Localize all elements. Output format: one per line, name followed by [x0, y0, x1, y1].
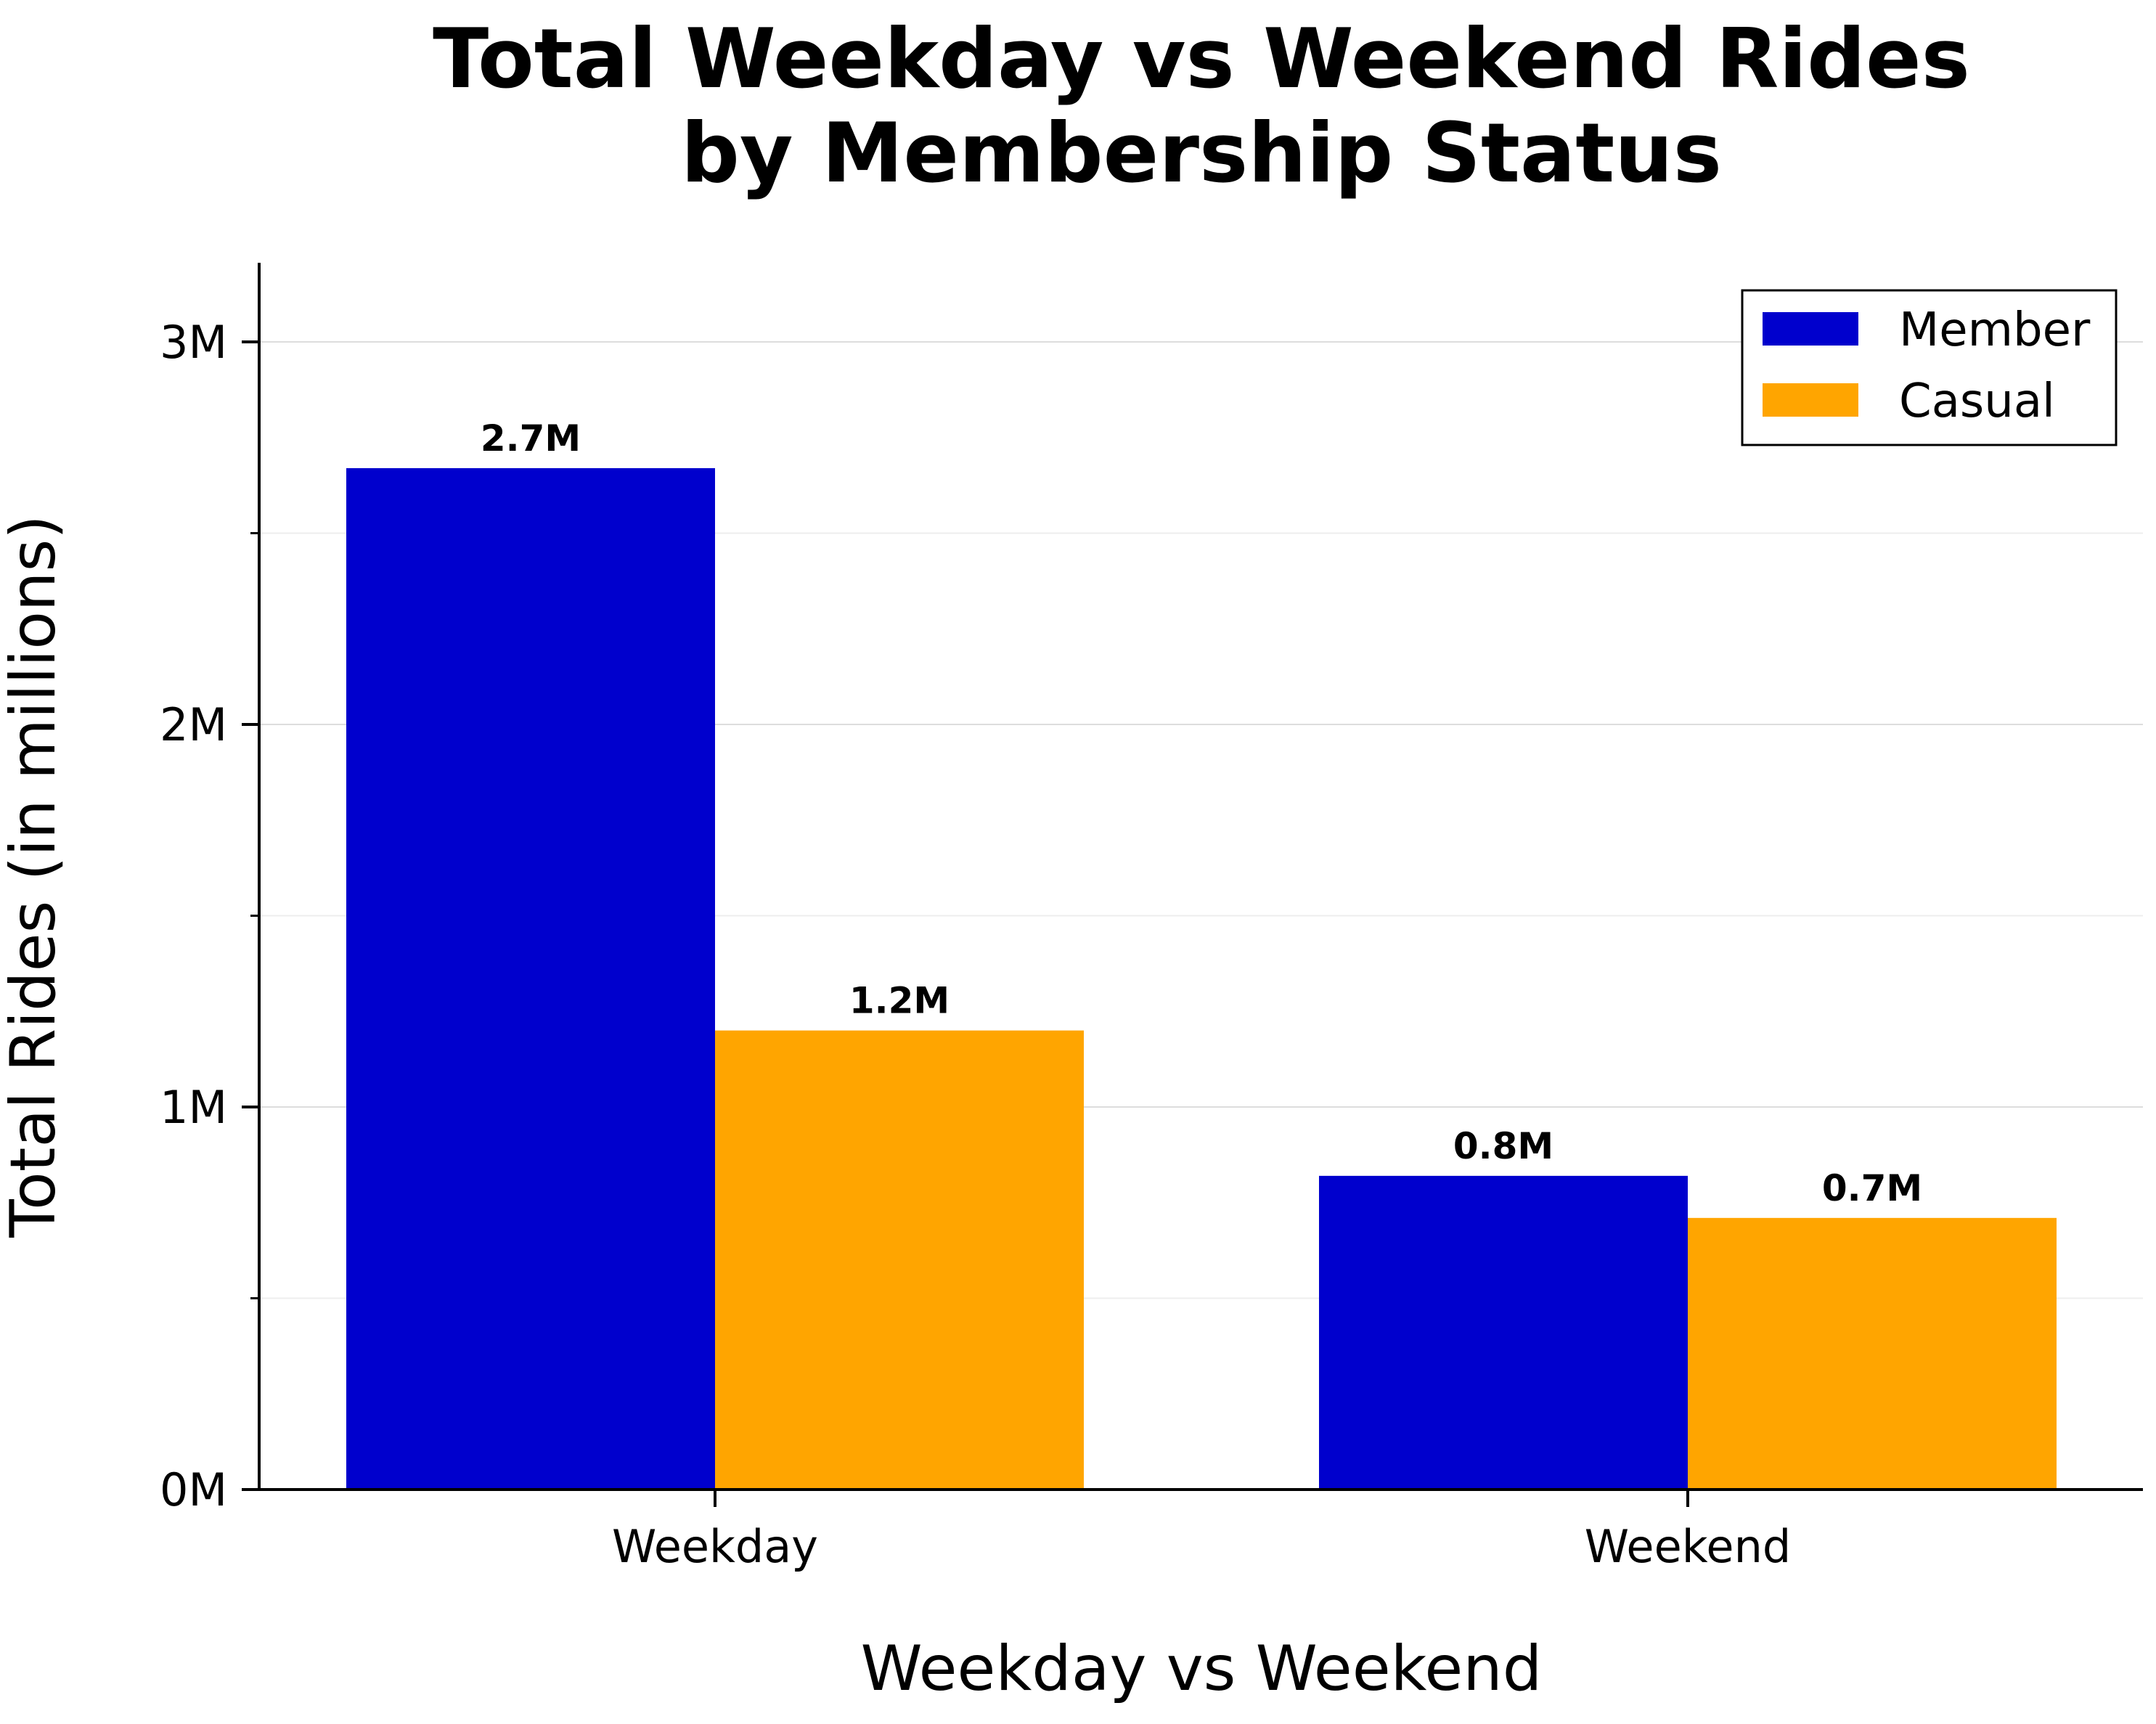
bar-labels: 2.7M 0.8M 1.2M 0.7M [481, 417, 1922, 1209]
legend: Member Casual [1741, 289, 2118, 446]
bar-member-weekend [1319, 1175, 1688, 1490]
y-ticks: 0M 1M 2M 3M [160, 316, 259, 1516]
chart-title-line-1: Total Weekday vs Weekend Rides [433, 11, 1970, 107]
chart-title-line-2: by Membership Status [681, 105, 1722, 201]
bar-value-label: 1.2M [849, 980, 950, 1022]
axes [258, 263, 2143, 1491]
x-ticks: Weekday Weekend [612, 1490, 1791, 1573]
legend-swatch-member [1763, 312, 1858, 346]
legend-label-member: Member [1899, 303, 2091, 357]
y-tick-label: 2M [160, 698, 227, 751]
y-tick-label: 3M [160, 316, 227, 369]
legend-label-casual: Casual [1899, 375, 2055, 428]
bar-value-label: 0.7M [1822, 1167, 1922, 1209]
bar-value-label: 2.7M [481, 417, 581, 459]
bar-casual-weekend [1688, 1217, 2057, 1490]
y-tick-label: 1M [160, 1081, 227, 1134]
legend-swatch-casual [1763, 383, 1858, 417]
bars [346, 467, 2057, 1490]
x-tick-label: Weekday [612, 1520, 818, 1573]
x-tick-label: Weekend [1585, 1520, 1791, 1573]
x-axis-label: Weekday vs Weekend [861, 1633, 1543, 1705]
y-axis-label: Total Rides (in millions) [0, 515, 70, 1238]
bar-value-label: 0.8M [1453, 1125, 1553, 1167]
bar-casual-weekday [715, 1030, 1084, 1490]
bar-member-weekday [346, 467, 715, 1490]
y-tick-label: 0M [160, 1463, 227, 1516]
